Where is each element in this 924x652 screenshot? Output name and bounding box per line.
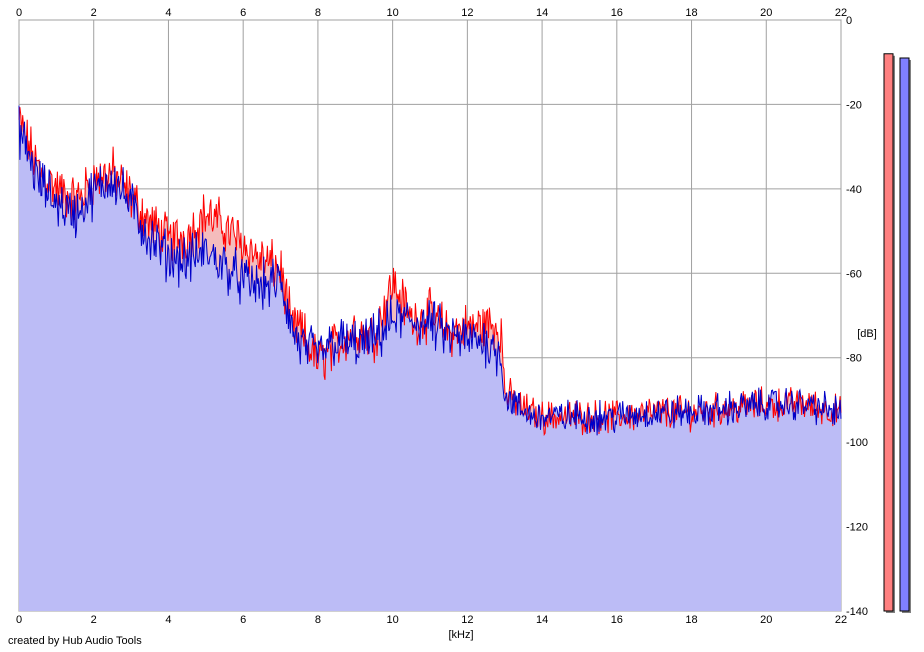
x-tick-label-top: 18 [685, 7, 697, 19]
x-tick-label-top: 12 [461, 7, 473, 19]
x-tick-label-bottom: 4 [165, 614, 171, 626]
x-tick-label-top: 10 [387, 7, 399, 19]
x-tick-label-top: 16 [611, 7, 623, 19]
y-tick-label: -80 [846, 353, 862, 365]
spectrum-series [18, 105, 842, 437]
y-tick-label: -120 [846, 522, 868, 534]
x-tick-label-bottom: 0 [16, 614, 22, 626]
level-meter-l [883, 53, 894, 612]
series-line-r [18, 105, 842, 436]
x-tick-label-bottom: 6 [240, 614, 246, 626]
x-tick-label-bottom: 20 [760, 614, 772, 626]
x-tick-label-bottom: 10 [387, 614, 399, 626]
x-tick-label-top: 14 [536, 7, 548, 19]
series-line-l [18, 107, 842, 437]
y-tick-label: -20 [846, 99, 862, 111]
y-tick-label: 0 [846, 15, 852, 27]
y-tick-label: -140 [846, 606, 868, 618]
x-tick-label-bottom: 14 [536, 614, 548, 626]
x-tick-label-top: 22 [835, 7, 847, 19]
tick-labels: 002244668810101212141416161818202022220-… [16, 7, 868, 626]
level-meter-r [899, 57, 910, 612]
series-fill-r [19, 105, 841, 611]
x-tick-label-top: 20 [760, 7, 772, 19]
x-tick-label-bottom: 18 [685, 614, 697, 626]
x-tick-label-bottom: 12 [461, 614, 473, 626]
x-tick-label-top: 6 [240, 7, 246, 19]
x-tick-label-bottom: 2 [91, 614, 97, 626]
y-tick-label: -60 [846, 268, 862, 280]
x-tick-label-top: 2 [91, 7, 97, 19]
level-meters [883, 53, 911, 614]
y-axis-title: [dB] [857, 328, 877, 340]
x-tick-label-top: 4 [165, 7, 171, 19]
x-tick-label-bottom: 22 [835, 614, 847, 626]
y-tick-label: -100 [846, 437, 868, 449]
x-tick-label-bottom: 16 [611, 614, 623, 626]
x-axis-title: [kHz] [448, 629, 473, 641]
credit-text: created by Hub Audio Tools [8, 635, 142, 647]
y-tick-label: -40 [846, 184, 862, 196]
x-tick-label-top: 0 [16, 7, 22, 19]
x-tick-label-bottom: 8 [315, 614, 321, 626]
x-tick-label-top: 8 [315, 7, 321, 19]
